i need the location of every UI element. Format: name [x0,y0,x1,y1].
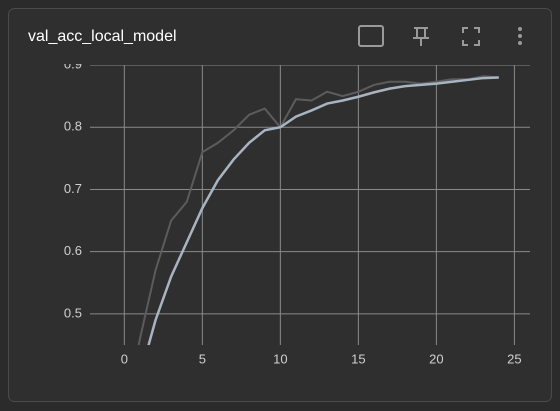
x-tick-label: 0 [121,351,128,366]
y-tick-label: 0.9 [64,56,82,71]
y-tick-label: 0.6 [64,243,82,258]
x-tick-label: 25 [507,351,521,366]
chart-title: val_acc_local_model [28,28,177,45]
x-tick-label: 10 [273,351,287,366]
pin-icon[interactable] [413,27,429,46]
y-tick-label: 0.8 [64,119,82,134]
x-tick-label: 15 [351,351,365,366]
series-line [137,75,499,345]
toolbar [358,25,522,47]
x-tick-label: 20 [429,351,443,366]
y-tick-label: 0.5 [64,305,82,320]
fullscreen-icon[interactable] [462,27,480,46]
fit-icon[interactable] [358,25,384,47]
y-tick-label: 0.7 [64,181,82,196]
menu-icon[interactable] [518,27,522,45]
x-tick-label: 5 [199,351,206,366]
series-line [147,76,499,345]
